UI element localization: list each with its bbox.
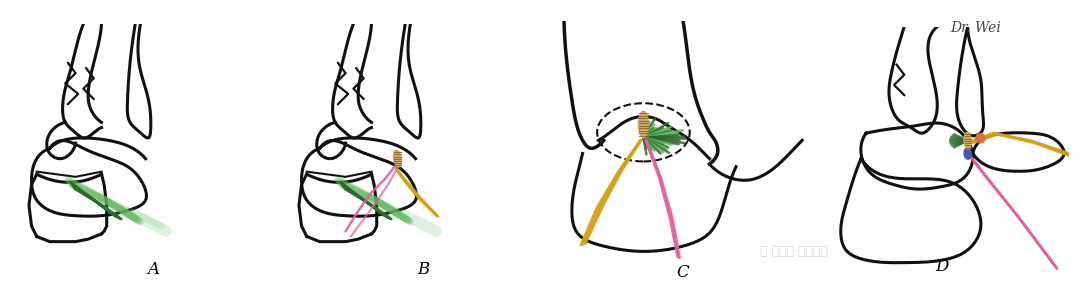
Text: A: A — [147, 261, 160, 278]
Text: C: C — [677, 263, 689, 281]
Ellipse shape — [638, 111, 648, 138]
Text: D: D — [935, 258, 949, 275]
Text: 📱 公众号·足踝一昇: 📱 公众号·足踝一昇 — [760, 245, 827, 258]
Text: Dr. Wei: Dr. Wei — [950, 21, 1001, 36]
Ellipse shape — [964, 148, 971, 159]
Text: B: B — [417, 261, 430, 278]
Ellipse shape — [393, 150, 402, 167]
Ellipse shape — [964, 133, 971, 149]
Circle shape — [976, 134, 985, 143]
